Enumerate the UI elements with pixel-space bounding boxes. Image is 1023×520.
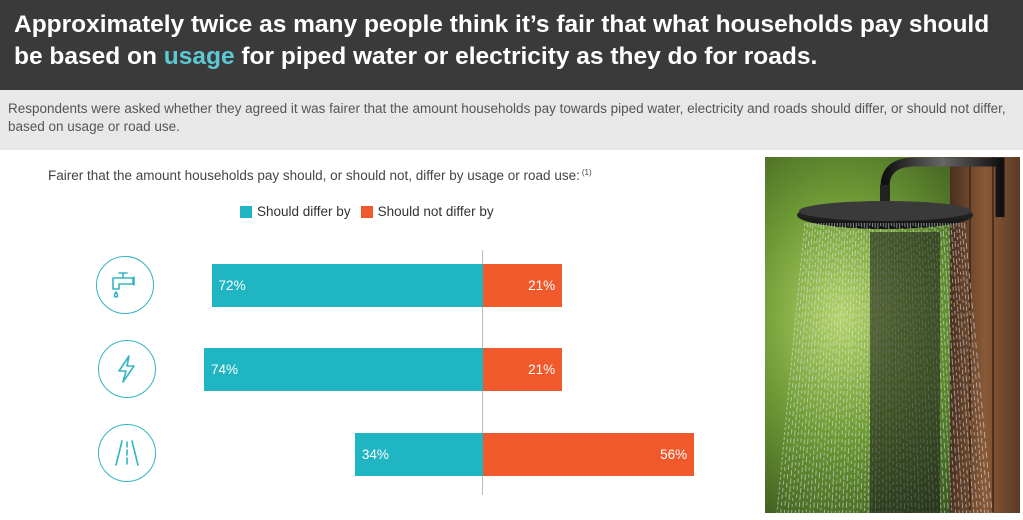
water-tap-icon — [96, 256, 154, 314]
legend-label-not-differ: Should not differ by — [377, 204, 494, 219]
subheader-text: Respondents were asked whether they agre… — [8, 101, 1006, 134]
bar-value-label: 74% — [211, 362, 239, 377]
legend-item-differ: Should differ by — [240, 204, 351, 219]
footnote-marker: (1) — [581, 168, 592, 177]
lightning-icon — [98, 340, 156, 398]
bar-should-differ: 72% — [211, 264, 483, 307]
header-banner: Approximately twice as many people think… — [0, 0, 1023, 90]
shower-head-photo — [765, 157, 1020, 513]
chart-legend: Should differ by Should not differ by — [240, 204, 504, 219]
title-text-1: Approximately twice as many people think… — [14, 11, 990, 70]
bar-value-label: 21% — [528, 362, 556, 377]
subheader: Respondents were asked whether they agre… — [0, 90, 1023, 150]
legend-swatch-not-differ — [360, 205, 373, 218]
bar-value-label: 21% — [528, 278, 556, 293]
bar-should-differ: 34% — [354, 433, 483, 476]
chart-question: Fairer that the amount households pay sh… — [48, 168, 592, 183]
bar-should-not-differ: 21% — [483, 348, 563, 391]
title-text-2: for piped water or electricity as they d… — [234, 43, 818, 70]
question-text: Fairer that the amount households pay sh… — [48, 168, 580, 183]
bar-should-not-differ: 56% — [483, 433, 695, 476]
bar-should-not-differ: 21% — [483, 264, 563, 307]
legend-label-differ: Should differ by — [257, 204, 351, 219]
bar-value-label: 56% — [660, 447, 688, 462]
bar-value-label: 72% — [218, 278, 246, 293]
legend-item-not-differ: Should not differ by — [360, 204, 494, 219]
road-icon — [98, 424, 156, 482]
bar-value-label: 34% — [361, 447, 389, 462]
legend-swatch-differ — [240, 205, 252, 218]
title-highlight: usage — [163, 43, 235, 70]
page-title: Approximately twice as many people think… — [14, 9, 1009, 73]
bar-should-differ: 74% — [204, 348, 483, 391]
